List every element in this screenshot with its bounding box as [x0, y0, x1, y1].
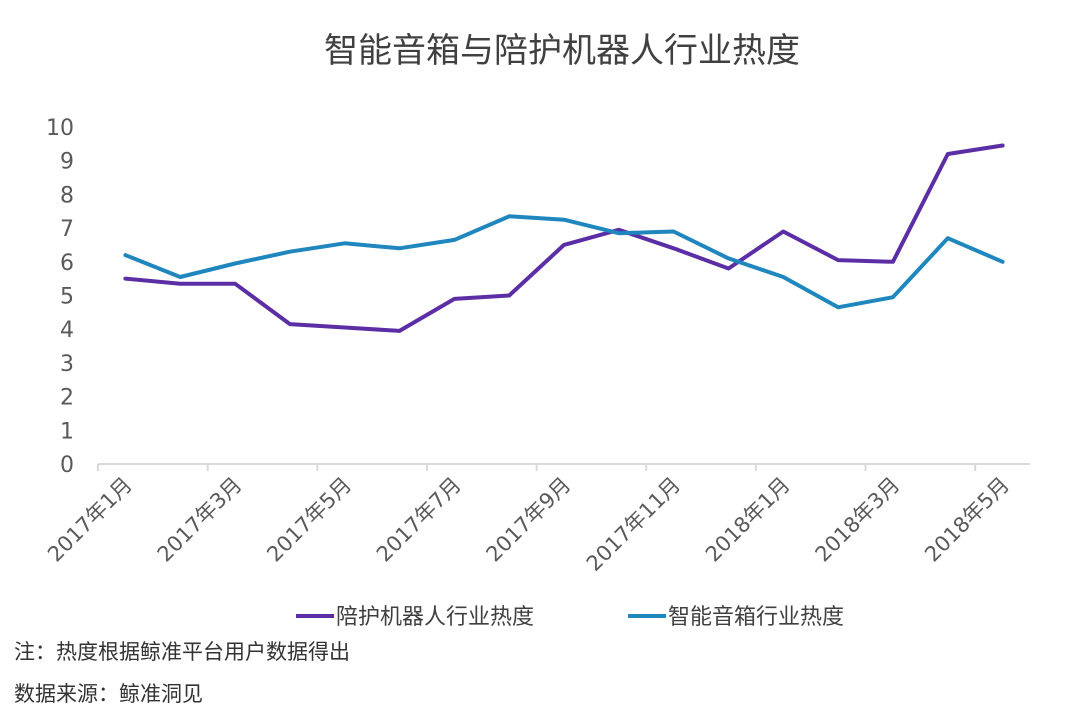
source-note: 数据来源：鲸准洞见	[14, 682, 203, 706]
chart-title: 智能音箱与陪护机器人行业热度	[324, 31, 800, 71]
y-tick-label: 8	[60, 183, 74, 208]
legend-label: 陪护机器人行业热度	[336, 605, 534, 630]
y-tick-label: 7	[60, 217, 74, 242]
y-tick-label: 5	[60, 285, 74, 310]
series-line-1	[123, 143, 1005, 333]
x-tick-label: 2017年3月	[153, 473, 247, 567]
footnote: 注：热度根据鲸准平台用户数据得出	[14, 640, 350, 664]
x-tick-label: 2017年1月	[43, 473, 137, 567]
x-tick-label: 2017年7月	[372, 473, 466, 567]
y-tick-label: 4	[60, 318, 74, 343]
y-axis: 0 1 2 3 4 5 6 7 8 9 10	[46, 116, 74, 478]
y-tick-label: 10	[46, 116, 74, 141]
y-tick-label: 1	[60, 419, 74, 444]
y-tick-label: 2	[60, 386, 74, 411]
x-tick-label: 2017年5月	[262, 473, 356, 567]
legend: 陪护机器人行业热度 智能音箱行业热度	[296, 605, 844, 630]
y-tick-label: 3	[60, 352, 74, 377]
x-tick-label: 2018年5月	[920, 473, 1014, 567]
y-tick-label: 0	[60, 453, 74, 478]
y-tick-label: 6	[60, 251, 74, 276]
y-tick-label: 9	[60, 150, 74, 175]
series-lines	[123, 143, 1005, 333]
x-tick-label: 2018年1月	[701, 473, 795, 567]
series-line-2	[123, 214, 1005, 310]
x-tick-label: 2017年11月	[582, 473, 685, 576]
x-tick-label: 2018年3月	[811, 473, 905, 567]
legend-label: 智能音箱行业热度	[668, 605, 844, 630]
x-tick-label: 2017年9月	[482, 473, 576, 567]
x-axis: 2017年1月 2017年3月 2017年5月 2017年7月 2017年9月 2017年…	[43, 463, 1030, 576]
